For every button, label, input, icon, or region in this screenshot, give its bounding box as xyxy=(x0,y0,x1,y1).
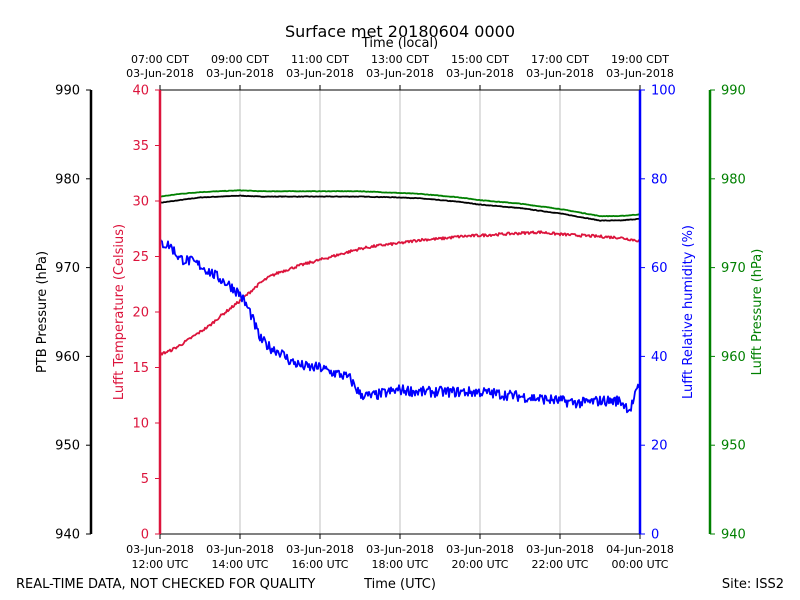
lufft-temperature-tick-label: 0 xyxy=(141,528,149,543)
bottom-tick-date: 03-Jun-2018 xyxy=(526,543,594,556)
lufft-pressure-tick-label: 940 xyxy=(721,528,746,543)
bottom-tick-time: 12:00 UTC xyxy=(131,558,188,571)
lufft-temperature-tick-label: 35 xyxy=(132,139,149,154)
top-axis-label: Time (local) xyxy=(361,36,438,51)
ptb-pressure-tick-label: 990 xyxy=(55,84,80,99)
bottom-tick-date: 03-Jun-2018 xyxy=(206,543,274,556)
lufft-humidity-tick-label: 20 xyxy=(651,439,668,454)
series-line-lufft-pressure xyxy=(159,189,640,218)
lufft-humidity-tick-label: 40 xyxy=(651,350,668,365)
ptb-pressure-tick-label: 980 xyxy=(55,172,80,187)
lufft-temperature-tick-label: 20 xyxy=(132,306,149,321)
grid-lines xyxy=(239,90,561,534)
lufft-humidity-tick-label: 60 xyxy=(651,261,668,276)
bottom-tick-time: 14:00 UTC xyxy=(211,558,268,571)
lufft-temperature-tick-label: 25 xyxy=(132,250,149,265)
lufft-pressure-tick-label: 960 xyxy=(721,350,746,365)
bottom-tick-time: 20:00 UTC xyxy=(451,558,508,571)
top-tick-date: 03-Jun-2018 xyxy=(526,67,594,80)
bottom-tick-date: 03-Jun-2018 xyxy=(126,543,194,556)
top-tick-time: 15:00 CDT xyxy=(451,53,509,66)
top-tick-date: 03-Jun-2018 xyxy=(606,67,674,80)
top-tick-time: 19:00 CDT xyxy=(611,53,669,66)
ptb-pressure-tick-label: 940 xyxy=(55,528,80,543)
bottom-tick-time: 22:00 UTC xyxy=(531,558,588,571)
bottom-tick-date: 03-Jun-2018 xyxy=(366,543,434,556)
top-tick-date: 03-Jun-2018 xyxy=(206,67,274,80)
top-tick-date: 03-Jun-2018 xyxy=(366,67,434,80)
top-tick-time: 17:00 CDT xyxy=(531,53,589,66)
lufft-humidity-tick-label: 0 xyxy=(651,528,659,543)
lufft-pressure-tick-label: 980 xyxy=(721,172,746,187)
top-tick-time: 11:00 CDT xyxy=(291,53,349,66)
chart-title: Surface met 20180604 0000 xyxy=(285,22,515,41)
bottom-tick-time: 00:00 UTC xyxy=(611,558,668,571)
lufft-temperature-tick-label: 5 xyxy=(141,472,149,487)
series-line-lufft-relative-humidity xyxy=(159,238,641,414)
bottom-tick-date: 03-Jun-2018 xyxy=(286,543,354,556)
lufft-temperature-tick-label: 15 xyxy=(132,361,149,376)
top-tick-time: 09:00 CDT xyxy=(211,53,269,66)
series-line-lufft-temperature xyxy=(159,230,641,356)
bottom-tick-time: 18:00 UTC xyxy=(371,558,428,571)
bottom-tick-time: 16:00 UTC xyxy=(291,558,348,571)
lufft-temperature-tick-label: 10 xyxy=(132,417,149,432)
bottom-tick-date: 03-Jun-2018 xyxy=(446,543,514,556)
lufft-pressure-tick-label: 950 xyxy=(721,439,746,454)
ptb-pressure-axis-title: PTB Pressure (hPa) xyxy=(35,251,50,373)
lufft-temperature-tick-label: 30 xyxy=(132,195,149,210)
series-line-ptb-pressure xyxy=(159,194,641,222)
bottom-axis-label: Time (UTC) xyxy=(363,577,436,592)
lufft-pressure-axis-title: Lufft Pressure (hPa) xyxy=(750,249,765,376)
top-tick-date: 03-Jun-2018 xyxy=(286,67,354,80)
top-tick-date: 03-Jun-2018 xyxy=(126,67,194,80)
ptb-pressure-tick-label: 950 xyxy=(55,439,80,454)
top-tick-date: 03-Jun-2018 xyxy=(446,67,514,80)
ptb-pressure-tick-label: 960 xyxy=(55,350,80,365)
footer-disclaimer: REAL-TIME DATA, NOT CHECKED FOR QUALITY xyxy=(16,577,315,592)
lufft-temperature-tick-label: 40 xyxy=(132,84,149,99)
lufft-humidity-axis-title: Lufft Relative humidity (%) xyxy=(681,225,696,399)
top-tick-time: 13:00 CDT xyxy=(371,53,429,66)
lufft-pressure-tick-label: 970 xyxy=(721,261,746,276)
bottom-tick-date: 04-Jun-2018 xyxy=(606,543,674,556)
lufft-humidity-tick-label: 100 xyxy=(651,84,676,99)
top-tick-time: 07:00 CDT xyxy=(131,53,189,66)
site-label: Site: ISS2 xyxy=(722,577,784,592)
lufft-humidity-tick-label: 80 xyxy=(651,172,668,187)
lufft-temperature-axis-title: Lufft Temperature (Celsius) xyxy=(112,224,127,400)
lufft-pressure-tick-label: 990 xyxy=(721,84,746,99)
series-group xyxy=(159,189,641,414)
ptb-pressure-tick-label: 970 xyxy=(55,261,80,276)
